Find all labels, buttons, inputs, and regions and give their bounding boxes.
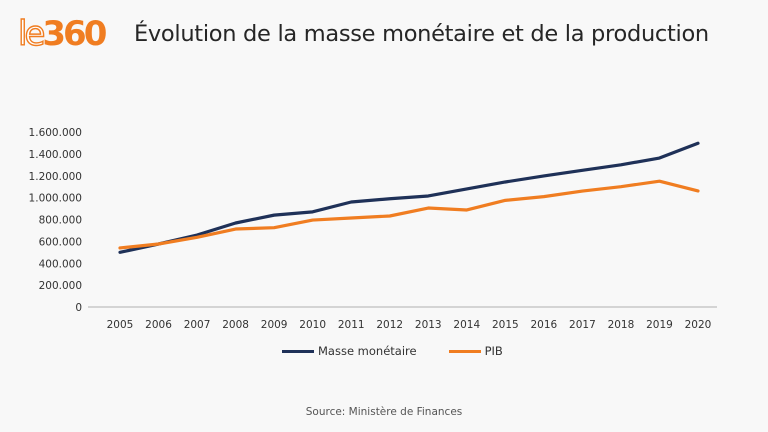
- legend: Masse monétaire PIB: [282, 344, 525, 358]
- x-tick-label: 2012: [376, 319, 403, 331]
- legend-item-pib: PIB: [448, 344, 503, 358]
- x-tick-label: 2020: [685, 319, 712, 331]
- x-tick-label: 2016: [530, 319, 557, 331]
- y-tick-label: 400.000: [39, 258, 82, 270]
- x-tick-label: 2015: [492, 319, 519, 331]
- logo-le: le: [17, 13, 46, 54]
- legend-item-masse: Masse monétaire: [282, 344, 417, 358]
- y-axis-ticks: 0 200.000 400.000 600.000 800.000 1.000.000 1.…: [29, 127, 82, 314]
- x-tick-label: 2018: [608, 319, 635, 331]
- y-tick-label: 600.000: [39, 236, 82, 248]
- x-tick-label: 2011: [338, 319, 365, 331]
- x-tick-label: 2019: [646, 319, 673, 331]
- x-tick-label: 2007: [184, 319, 211, 331]
- le360-logo: le360: [17, 13, 107, 54]
- y-tick-label: 1.400.000: [29, 149, 82, 161]
- y-tick-label: 0: [75, 302, 82, 314]
- y-tick-label: 1.200.000: [29, 171, 82, 183]
- series-line-pib: [118, 179, 700, 250]
- y-tick-label: 200.000: [39, 280, 82, 292]
- x-tick-label: 2008: [222, 319, 249, 331]
- x-tick-label: 2010: [299, 319, 326, 331]
- legend-label-masse: Masse monétaire: [318, 344, 417, 358]
- x-tick-label: 2009: [261, 319, 288, 331]
- x-tick-label: 2013: [415, 319, 442, 331]
- x-tick-label: 2017: [569, 319, 596, 331]
- series-lines: [118, 141, 700, 254]
- y-tick-label: 800.000: [39, 215, 82, 227]
- y-tick-label: 1.000.000: [29, 193, 82, 205]
- y-tick-label: 1.600.000: [29, 127, 82, 139]
- x-tick-label: 2005: [107, 319, 134, 331]
- series-line-masse-monetaire: [118, 141, 700, 254]
- source-note: Source: Ministère de Finances: [305, 406, 463, 418]
- chart-title: Évolution de la masse monétaire et de la…: [134, 21, 709, 47]
- logo-360: 360: [42, 14, 107, 54]
- legend-swatch-pib: [448, 349, 481, 353]
- legend-swatch-masse: [282, 349, 314, 353]
- x-tick-label: 2014: [453, 319, 480, 331]
- x-tick-label: 2006: [145, 319, 172, 331]
- x-axis-ticks: 2005 2006 2007 2008 2009 2010 2011 2012 2013 2014…: [107, 319, 712, 331]
- legend-label-pib: PIB: [484, 344, 503, 358]
